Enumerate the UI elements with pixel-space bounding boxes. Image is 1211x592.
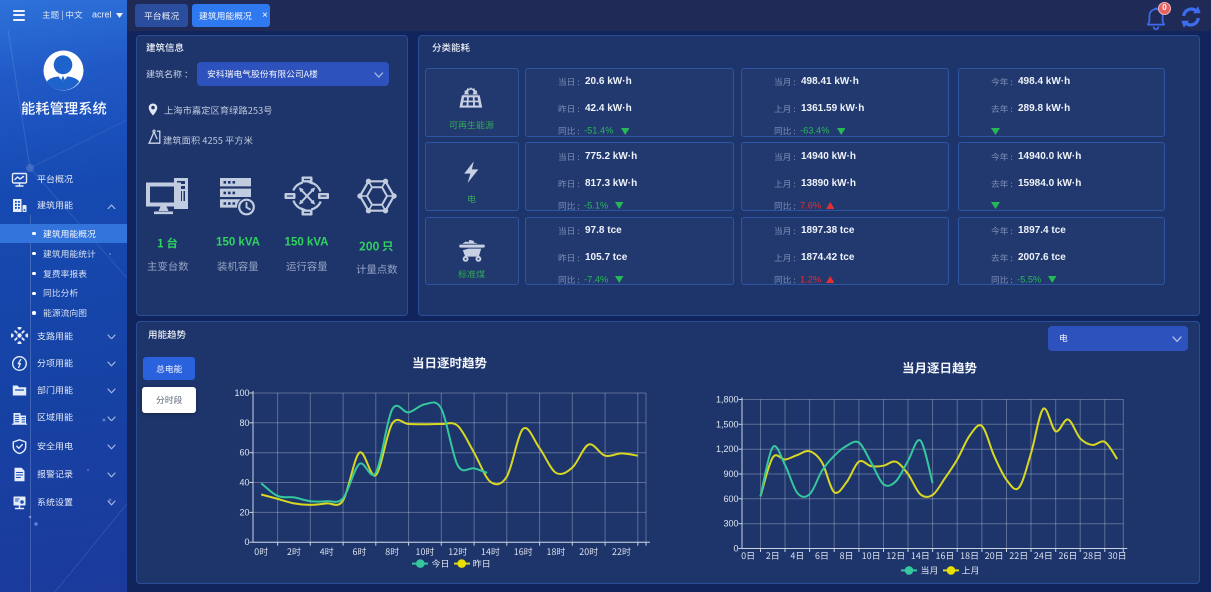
svg-text:0: 0 xyxy=(733,544,738,554)
svg-text:1,200: 1,200 xyxy=(716,444,739,454)
svg-text:1,500: 1,500 xyxy=(716,419,739,429)
svg-text:60: 60 xyxy=(239,448,249,458)
svg-text:100: 100 xyxy=(234,388,249,398)
svg-text:80: 80 xyxy=(239,418,249,428)
svg-text:300: 300 xyxy=(723,519,738,529)
svg-text:600: 600 xyxy=(723,494,738,504)
svg-text:0: 0 xyxy=(244,537,249,547)
svg-text:40: 40 xyxy=(239,478,249,488)
svg-text:900: 900 xyxy=(723,469,738,479)
svg-text:1,800: 1,800 xyxy=(716,395,739,405)
svg-text:20: 20 xyxy=(239,507,249,517)
